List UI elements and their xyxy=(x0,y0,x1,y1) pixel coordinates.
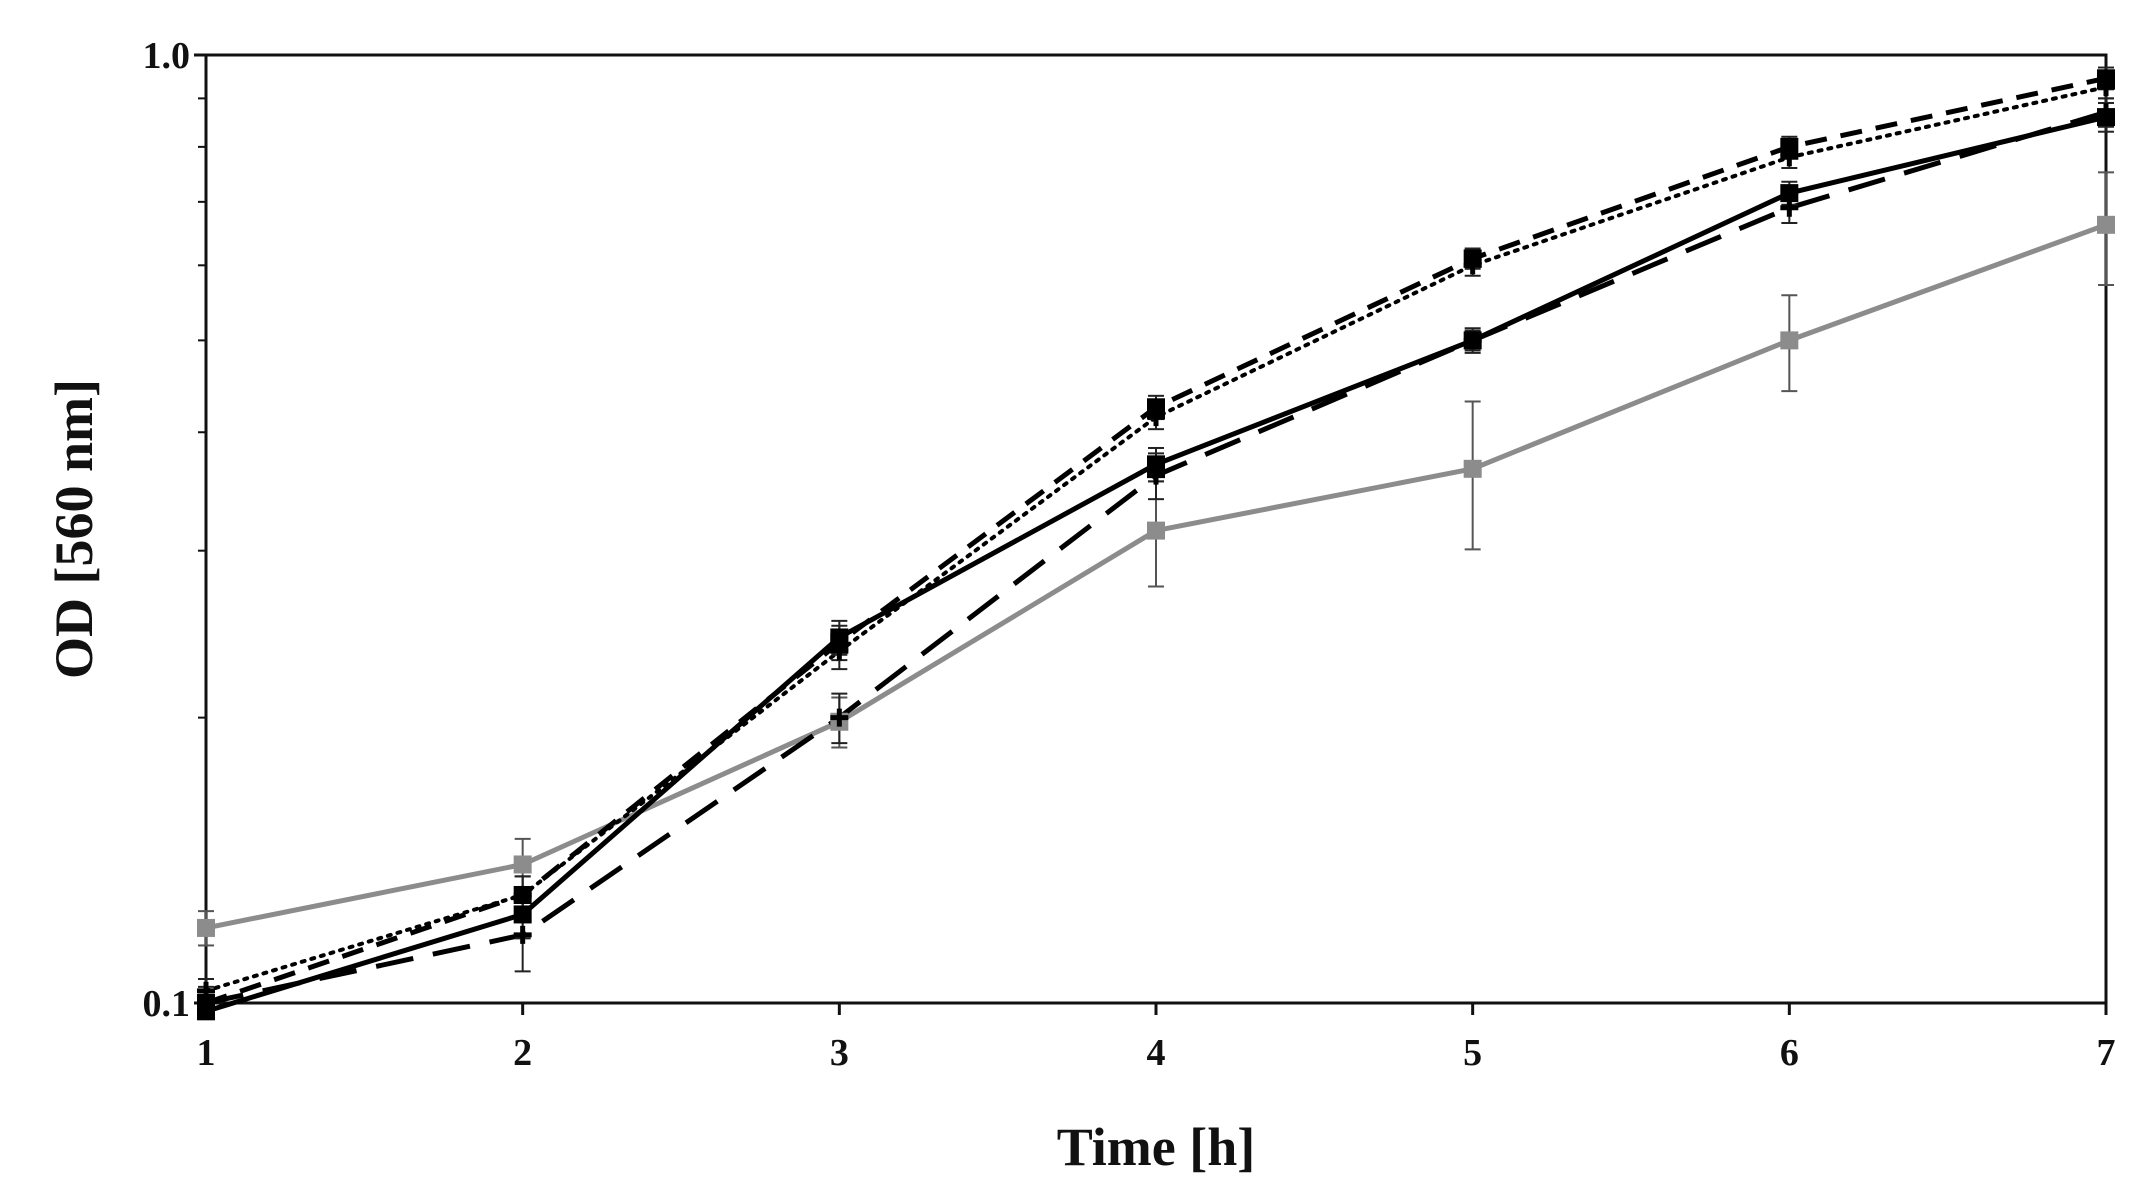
data-point-black-solid xyxy=(1780,184,1799,203)
data-point-black-solid xyxy=(197,1002,215,1021)
y-tick-label: 1.0 xyxy=(143,35,191,77)
data-point-black-solid xyxy=(513,905,532,924)
data-point-black-long-dash xyxy=(830,708,849,727)
tick-labels: 0.1 1.0 1 2 3 4 5 6 7 xyxy=(143,35,2116,1074)
data-point-grey-solid xyxy=(513,855,532,874)
data-point-black-solid xyxy=(830,628,849,647)
x-tick-label: 4 xyxy=(1147,1032,1166,1074)
data-point-grey-solid xyxy=(197,918,215,937)
x-tick-label: 1 xyxy=(197,1032,216,1074)
data-point-black-solid xyxy=(2097,108,2115,127)
x-tick-label: 5 xyxy=(1463,1032,1482,1074)
x-tick-label: 7 xyxy=(2097,1032,2116,1074)
y-axis-ticks xyxy=(194,53,206,1005)
x-tick-label: 3 xyxy=(830,1032,849,1074)
x-axis-ticks xyxy=(204,1003,2108,1015)
data-point-grey-solid xyxy=(1780,331,1799,350)
data-point-black-short-dash xyxy=(513,885,532,904)
marker-layer xyxy=(197,69,2115,1021)
x-axis-title: Time [h] xyxy=(1057,1117,1256,1177)
y-axis-title: OD [560 nm] xyxy=(44,379,104,679)
data-point-black-short-dash xyxy=(2097,69,2115,88)
x-tick-label: 2 xyxy=(513,1032,532,1074)
data-point-black-short-dash xyxy=(1463,249,1482,268)
data-point-black-long-dash xyxy=(513,925,532,944)
data-point-black-short-dash xyxy=(1780,137,1799,156)
y-tick-label: 0.1 xyxy=(143,983,191,1025)
data-point-grey-solid xyxy=(1463,459,1482,478)
data-point-black-solid xyxy=(1463,331,1482,350)
data-point-black-solid xyxy=(1147,455,1165,474)
data-point-black-short-dash xyxy=(1147,398,1165,417)
data-point-grey-solid xyxy=(1147,521,1165,540)
data-point-grey-solid xyxy=(2097,215,2115,234)
x-tick-label: 6 xyxy=(1780,1032,1799,1074)
